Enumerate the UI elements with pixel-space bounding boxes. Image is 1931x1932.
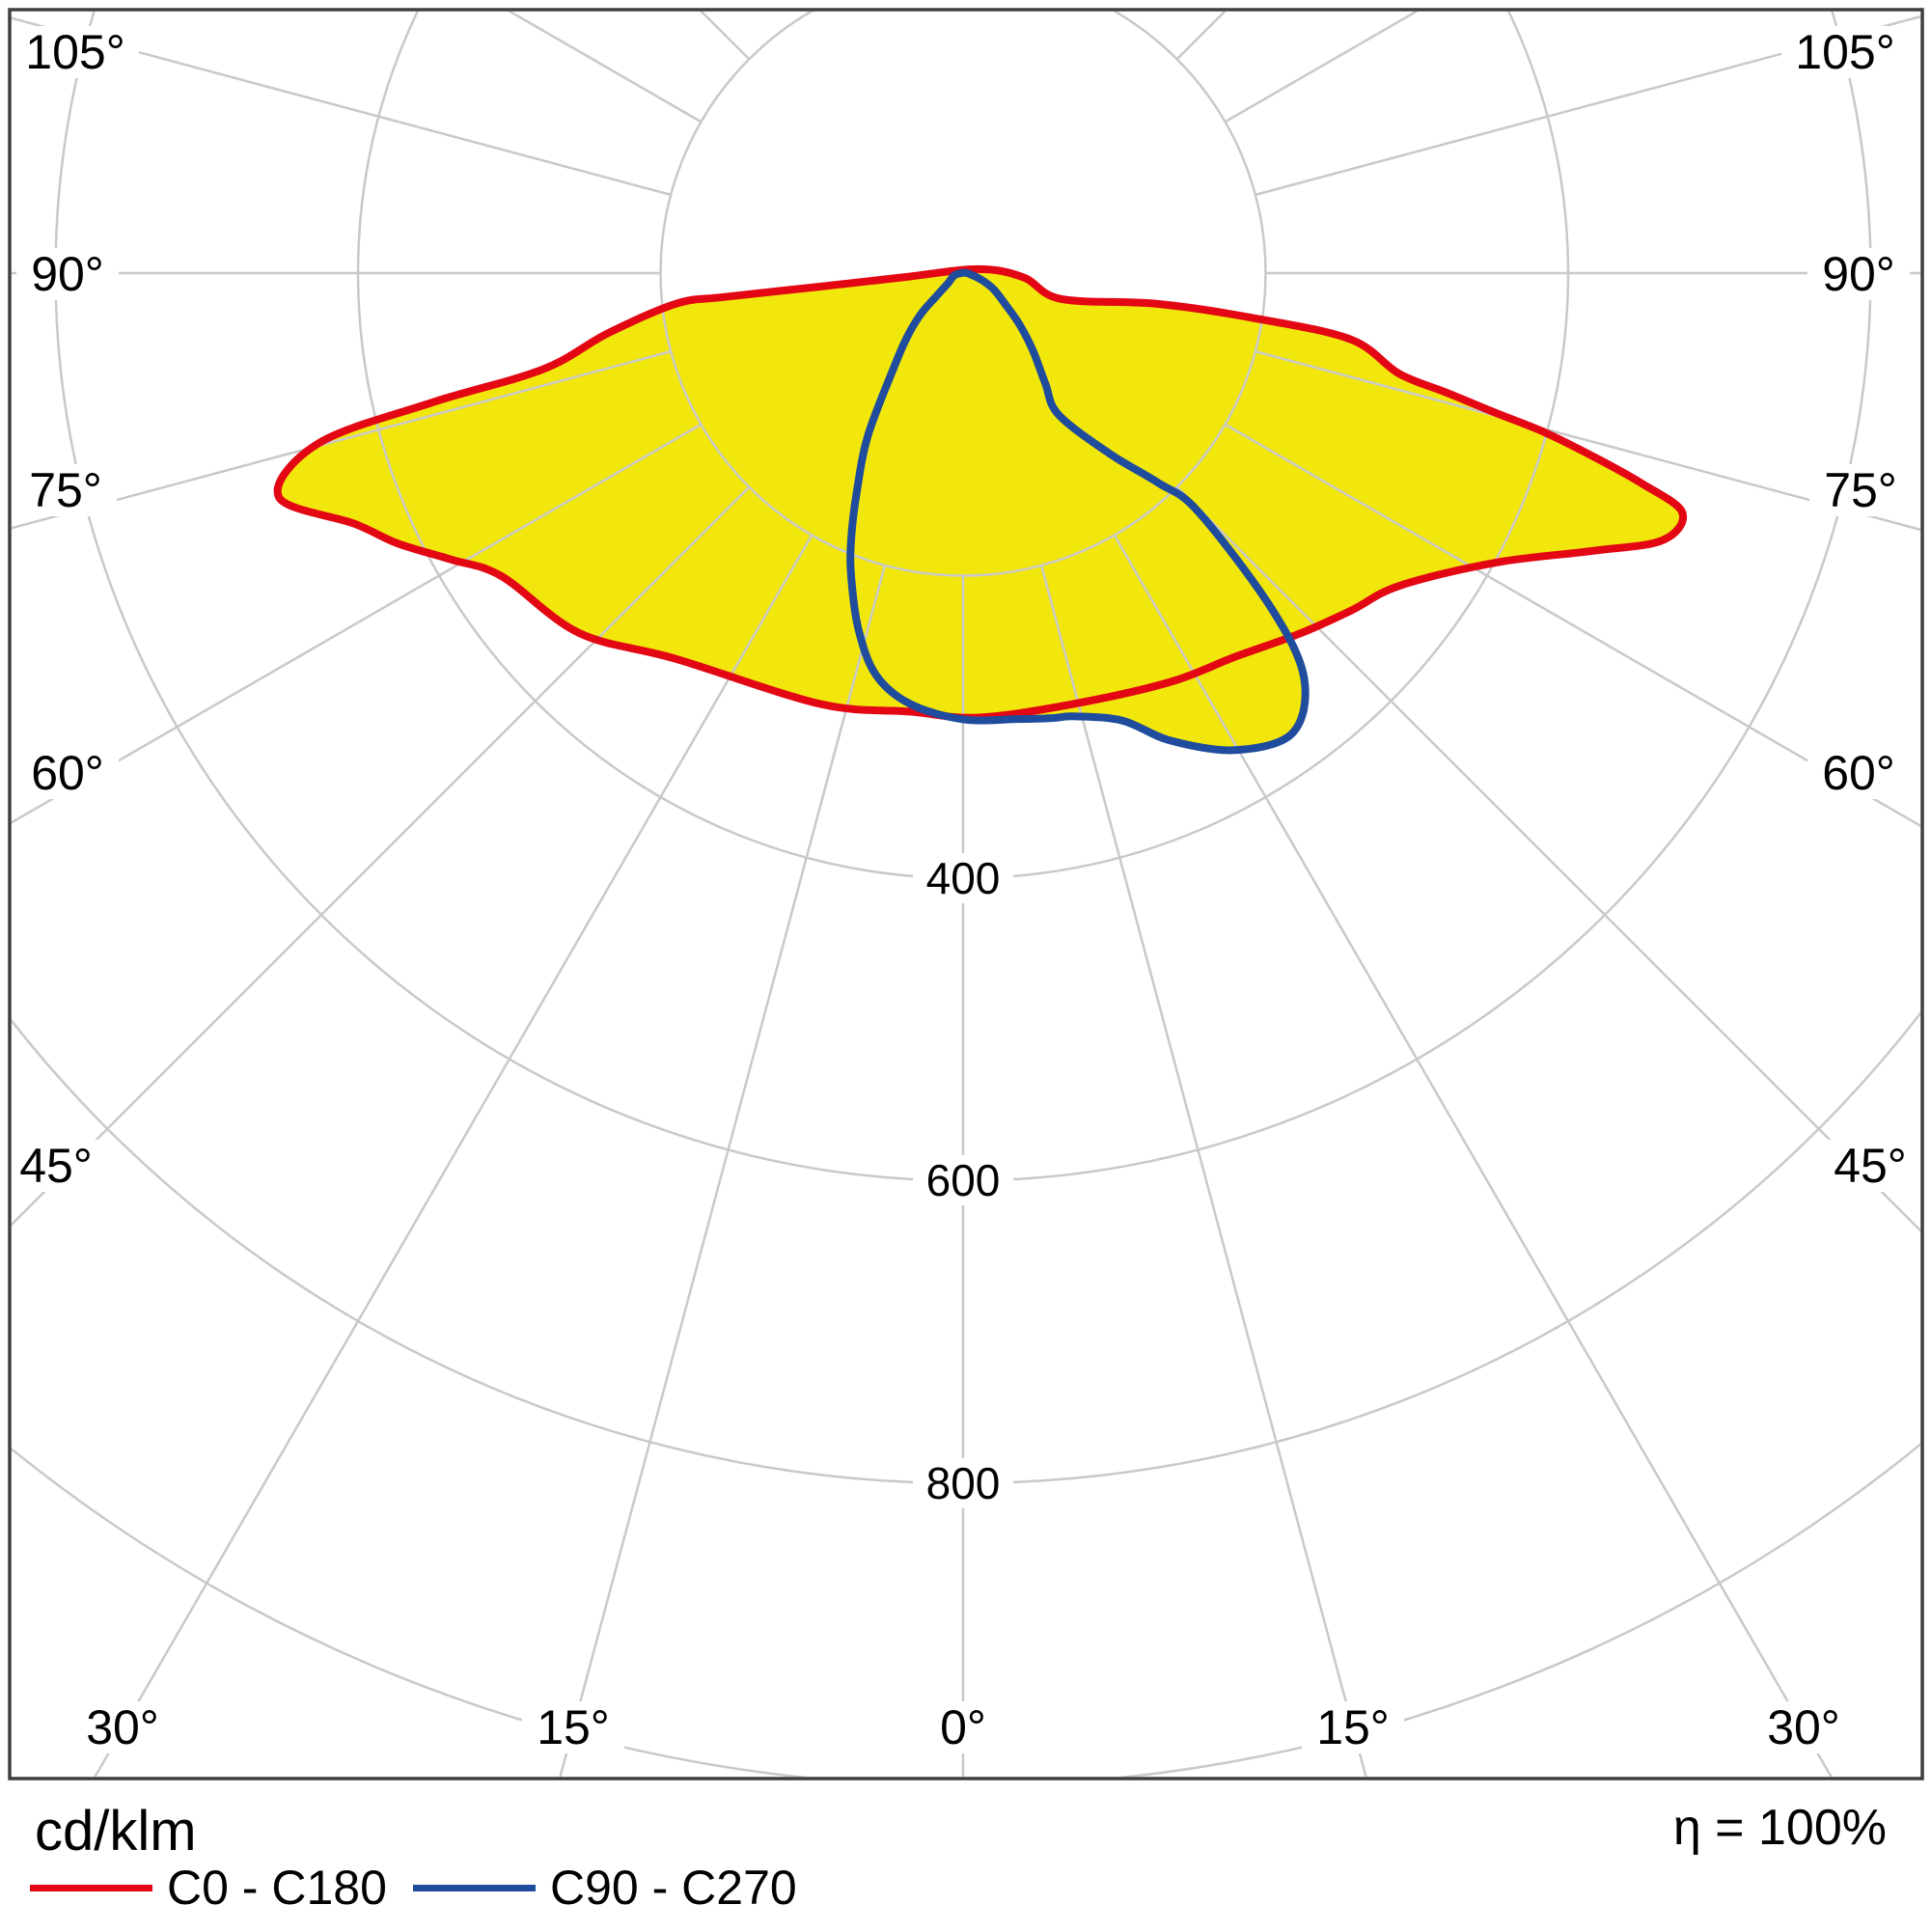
angle-label-mask: [1809, 464, 1912, 516]
angle-label-mask: [1302, 1701, 1404, 1753]
grid-ray: [1039, 565, 1367, 1777]
angle-label-mask: [16, 248, 119, 300]
angle-label-mask: [71, 1701, 174, 1753]
radial-tick-label: 800: [926, 1458, 1001, 1508]
angle-tick-label: 0°: [940, 1700, 986, 1754]
legend-label-c0-c180: C0 - C180: [167, 1861, 387, 1915]
angle-tick-label: 60°: [31, 746, 104, 800]
angle-label-mask: [16, 747, 119, 799]
angle-label-mask: [12, 1140, 107, 1192]
angle-label-mask: [1752, 1701, 1855, 1753]
angle-tick-label: 60°: [1822, 746, 1895, 800]
angle-label-mask: [12, 26, 139, 78]
angle-label-mask: [14, 464, 117, 516]
angle-tick-label: 15°: [1316, 1700, 1390, 1754]
grid-ray: [12, 16, 672, 197]
grid-ray: [1175, 485, 1920, 1232]
c0-c180-curve: [273, 264, 1688, 722]
grid-ray: [12, 423, 703, 824]
angle-label-mask: [924, 1701, 1002, 1753]
angle-tick-label: 105°: [25, 25, 124, 79]
unit-label: cd/klm: [35, 1800, 197, 1863]
angle-label-mask: [1807, 248, 1910, 300]
legend-swatch-red: [30, 1884, 152, 1891]
grid-ray: [94, 534, 814, 1777]
angle-tick-label: 45°: [1834, 1139, 1907, 1193]
grid-ray: [1255, 349, 1920, 532]
grid-ray: [1255, 14, 1920, 197]
plot-border: [8, 8, 1924, 1780]
legend: C0 - C180 C90 - C270: [0, 1861, 1931, 1918]
angle-tick-label: 75°: [29, 463, 102, 517]
efficiency-label: η = 100%: [1672, 1800, 1887, 1856]
angle-tick-label: 75°: [1824, 463, 1897, 517]
legend-item-c0-c180: C0 - C180: [30, 1861, 387, 1915]
radial-tick-label: 600: [926, 1155, 1001, 1205]
angle-label-mask: [1819, 1140, 1920, 1192]
radial-label-mask: [913, 1458, 1013, 1508]
legend-item-c90-c270: C90 - C270: [413, 1861, 797, 1915]
angle-tick-label: 105°: [1795, 25, 1894, 79]
radial-tick-label: 400: [926, 853, 1001, 903]
angle-tick-label: 15°: [537, 1700, 610, 1754]
angle-tick-label: 30°: [86, 1700, 159, 1754]
c90-c270-curve: [846, 268, 1310, 755]
angle-tick-label: 90°: [1822, 247, 1895, 301]
grid-ray: [1224, 423, 1920, 828]
angle-label-mask: [522, 1701, 624, 1753]
grid-ray: [1113, 534, 1833, 1777]
radial-label-mask: [913, 853, 1013, 903]
legend-swatch-blue: [413, 1884, 536, 1891]
angle-tick-label: 30°: [1767, 1700, 1840, 1754]
angle-label-mask: [1781, 26, 1909, 78]
legend-label-c90-c270: C90 - C270: [550, 1861, 797, 1915]
angle-tick-label: 45°: [19, 1139, 93, 1193]
grid-ray: [559, 565, 887, 1777]
grid-ray: [12, 485, 751, 1227]
angle-tick-label: 90°: [31, 247, 104, 301]
angle-label-mask: [1807, 747, 1910, 799]
radial-label-mask: [913, 1155, 1013, 1205]
